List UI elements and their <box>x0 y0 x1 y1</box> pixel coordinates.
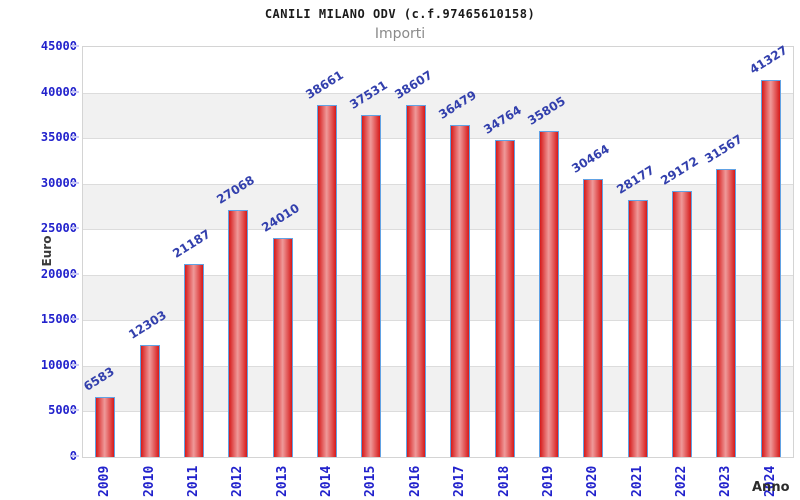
x-tick-label: 2017 <box>452 465 468 497</box>
bar <box>494 140 515 457</box>
y-tick-mark <box>71 363 79 366</box>
y-tick-mark <box>71 45 79 47</box>
bar <box>272 238 293 457</box>
y-axis-title: Euro <box>40 235 54 267</box>
gridline <box>83 183 793 185</box>
plot-band <box>83 47 793 93</box>
bar <box>538 130 559 457</box>
plot-band <box>83 138 793 184</box>
chart-title: CANILI MILANO ODV (c.f.97465610158) <box>264 7 536 21</box>
bar <box>405 105 426 457</box>
y-tick-label: 30000 <box>40 175 77 190</box>
y-tick-label: 10000 <box>40 357 77 372</box>
y-tick-label: 0 <box>25 450 77 462</box>
x-tick-label: 2015 <box>363 465 379 497</box>
bar <box>228 210 249 457</box>
y-tick-label: 20000 <box>40 266 77 281</box>
x-tick-label: 2018 <box>496 465 512 497</box>
gridline <box>83 320 793 322</box>
bar <box>627 200 648 457</box>
bar <box>361 115 382 457</box>
y-tick-mark <box>71 90 79 93</box>
gridline <box>83 411 793 413</box>
y-tick-mark <box>71 136 79 139</box>
bar <box>139 344 160 457</box>
bar <box>450 124 471 457</box>
y-tick-label: 5000 <box>48 403 77 418</box>
x-tick-label: 2013 <box>274 465 290 497</box>
x-tick-label: 2020 <box>585 465 601 497</box>
x-tick-label: 2011 <box>185 465 201 497</box>
y-tick-mark <box>71 409 79 412</box>
y-tick-mark <box>71 318 79 321</box>
gridline <box>83 229 793 231</box>
x-tick-label: 2010 <box>141 465 157 497</box>
y-tick-mark <box>71 272 79 275</box>
plot-area <box>82 46 794 458</box>
x-tick-label: 2012 <box>230 465 246 497</box>
y-tick-label: 40000 <box>40 84 77 99</box>
chart-subtitle: Importi <box>374 26 426 42</box>
x-tick-label: 2016 <box>407 465 423 497</box>
gridline <box>83 274 793 276</box>
x-tick-label: 2019 <box>540 465 556 497</box>
bar <box>583 179 604 457</box>
bar <box>317 104 338 457</box>
y-tick-label: 35000 <box>40 130 77 145</box>
y-tick-mark <box>71 227 79 230</box>
x-tick-label: 2023 <box>718 465 734 497</box>
x-tick-label: 2009 <box>97 465 113 497</box>
x-tick-label: 2022 <box>674 465 690 497</box>
y-tick-label: 15000 <box>40 312 77 327</box>
y-tick-label: 25000 <box>40 221 77 236</box>
plot-band <box>83 92 793 139</box>
gridline <box>83 92 793 94</box>
bar <box>95 397 116 457</box>
gridline <box>83 365 793 367</box>
y-tick-label: 45000 <box>40 39 77 53</box>
bar <box>183 263 204 457</box>
y-tick-mark <box>71 181 79 184</box>
x-tick-label: 2021 <box>629 465 645 497</box>
x-tick-label: 2014 <box>319 465 335 497</box>
bar <box>760 80 781 457</box>
x-axis-title: Anno <box>752 480 790 495</box>
y-tick-mark <box>71 455 79 457</box>
bar <box>716 169 737 457</box>
bar <box>672 191 693 457</box>
gridline <box>83 138 793 140</box>
